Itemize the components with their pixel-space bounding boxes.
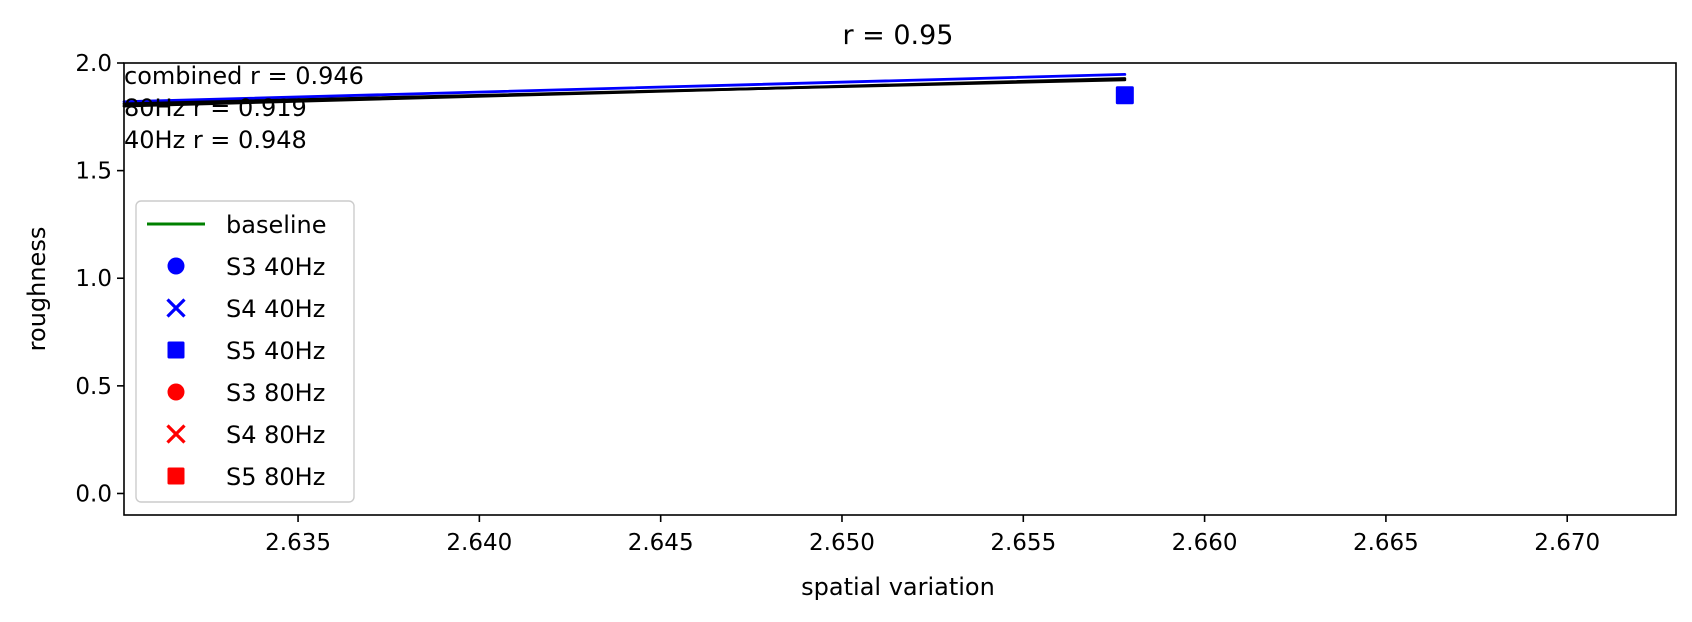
legend-box xyxy=(135,200,355,503)
x-tick-label: 2.665 xyxy=(1353,530,1419,556)
x-axis: 2.635 2.640 2.645 2.650 2.655 2.660 2.665 2.670 xyxy=(265,515,1600,556)
data-point xyxy=(1115,86,1134,105)
legend-marker xyxy=(166,298,186,318)
legend-marker xyxy=(167,467,185,485)
fit-lines xyxy=(122,73,1127,108)
y-tick-label: 1.5 xyxy=(75,159,112,185)
y-axis-label: roughness xyxy=(23,227,51,352)
x-tick-label: 2.650 xyxy=(809,530,875,556)
y-tick-label: 0.0 xyxy=(75,481,112,507)
x-tick-label: 2.660 xyxy=(1172,530,1238,556)
legend: baseline S3 40Hz S4 40Hz S5 40Hz S3 80Hz S4 8… xyxy=(135,200,355,503)
legend-item: S3 80Hz xyxy=(167,379,325,407)
y-axis: 0.0 0.5 1.0 1.5 2.0 xyxy=(75,51,124,507)
legend-marker xyxy=(167,257,185,275)
legend-label: baseline xyxy=(226,211,327,239)
legend-item: S4 80Hz xyxy=(166,421,325,449)
legend-marker xyxy=(166,424,186,444)
legend-item: baseline xyxy=(147,211,327,239)
legend-item: S3 40Hz xyxy=(167,253,325,281)
y-tick-label: 0.5 xyxy=(75,374,112,400)
annotation-80hz-r: 80Hz r = 0.919 xyxy=(124,94,307,122)
legend-marker xyxy=(167,383,185,401)
legend-marker xyxy=(167,341,185,359)
y-tick-label: 2.0 xyxy=(75,51,112,77)
plot-frame xyxy=(123,62,1677,516)
legend-item: S4 40Hz xyxy=(166,295,325,323)
fit-line xyxy=(122,73,1127,104)
chart-title: r = 0.95 xyxy=(842,20,953,51)
legend-label: S5 40Hz xyxy=(226,337,325,365)
annotation-combined-r: combined r = 0.946 xyxy=(124,62,364,90)
x-tick-label: 2.645 xyxy=(628,530,694,556)
legend-item: S5 80Hz xyxy=(167,463,325,491)
x-tick-label: 2.670 xyxy=(1534,530,1600,556)
annotation-40hz-r: 40Hz r = 0.948 xyxy=(124,126,307,154)
legend-label: S4 80Hz xyxy=(226,421,325,449)
x-tick-label: 2.640 xyxy=(446,530,512,556)
fit-line xyxy=(122,78,1127,106)
annotations: combined r = 0.946 80Hz r = 0.919 40Hz r… xyxy=(124,62,364,154)
legend-label: S3 40Hz xyxy=(226,253,325,281)
legend-label: S3 80Hz xyxy=(226,379,325,407)
legend-item: S5 40Hz xyxy=(167,337,325,365)
legend-label: S5 80Hz xyxy=(226,463,325,491)
x-tick-label: 2.655 xyxy=(990,530,1056,556)
x-tick-label: 2.635 xyxy=(265,530,331,556)
y-tick-label: 1.0 xyxy=(75,266,112,292)
data-markers xyxy=(1115,86,1134,105)
legend-label: S4 40Hz xyxy=(226,295,325,323)
x-axis-label: spatial variation xyxy=(801,573,995,601)
